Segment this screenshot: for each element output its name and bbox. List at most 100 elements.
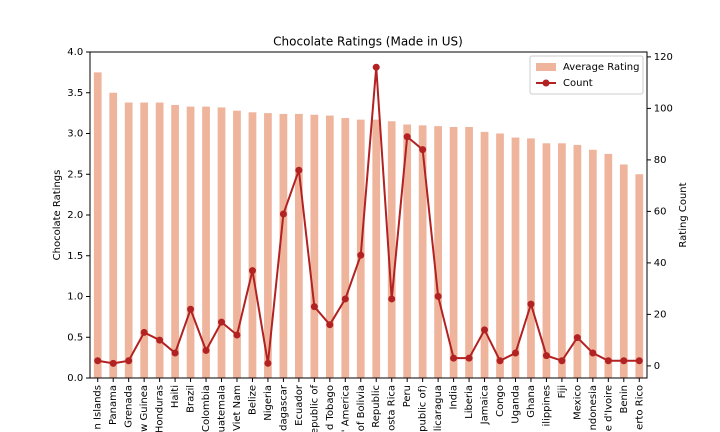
point xyxy=(264,359,272,367)
point xyxy=(542,352,550,360)
bar xyxy=(418,125,427,378)
point xyxy=(558,357,566,365)
bar xyxy=(573,144,582,378)
point xyxy=(187,305,195,313)
y2-tick-label: 40 xyxy=(654,258,667,269)
x-tick-label: epublic of xyxy=(309,385,320,432)
y-tick-label: 1.0 xyxy=(67,292,83,303)
bar xyxy=(341,118,350,378)
x-tick-label: Uganda xyxy=(510,385,521,424)
point xyxy=(125,357,133,365)
bar xyxy=(310,114,319,378)
bar xyxy=(403,124,412,378)
x-tick-label: Peru xyxy=(402,385,413,407)
bar xyxy=(558,143,566,378)
bar xyxy=(619,164,628,378)
bar xyxy=(217,107,226,379)
y2-tick-label: 0 xyxy=(654,361,660,372)
bar xyxy=(155,102,164,378)
x-tick-label: Ghana xyxy=(526,385,537,418)
y-tick-label: 4.0 xyxy=(67,47,83,58)
point xyxy=(388,295,396,303)
point xyxy=(279,210,287,218)
y-tick-label: 3.0 xyxy=(67,129,83,140)
point xyxy=(326,321,334,329)
bar xyxy=(279,113,288,378)
bar xyxy=(202,106,210,378)
point xyxy=(202,346,210,354)
bar xyxy=(233,110,241,379)
x-tick-label: d Tobago xyxy=(325,385,336,430)
legend-box xyxy=(529,55,644,95)
y-tick-label: 3.5 xyxy=(67,88,83,99)
bar xyxy=(295,113,303,378)
bar xyxy=(496,133,504,378)
point xyxy=(496,357,504,365)
x-tick-label: Colombia xyxy=(201,385,212,432)
bar xyxy=(527,138,535,378)
x-tick-label: Brazil xyxy=(186,385,197,413)
point xyxy=(620,357,628,365)
point xyxy=(419,146,427,154)
bar xyxy=(449,126,458,378)
point xyxy=(465,354,473,362)
x-tick-label: Mexico xyxy=(572,385,583,420)
bar xyxy=(372,119,381,379)
legend-swatch xyxy=(536,63,556,71)
point xyxy=(248,267,256,275)
bar xyxy=(465,126,473,378)
x-tick-label: n Islands xyxy=(93,385,104,429)
y2-tick-label: 80 xyxy=(654,155,667,166)
x-tick-label: public of) xyxy=(418,385,429,432)
bar xyxy=(511,137,520,378)
point xyxy=(233,331,241,339)
bar xyxy=(588,149,597,378)
x-tick-label: dagascar xyxy=(278,384,289,431)
y-tick-label: 0.0 xyxy=(67,373,83,384)
point xyxy=(589,349,597,357)
point xyxy=(310,303,318,311)
chart-title: Chocolate Ratings (Made in US) xyxy=(273,35,463,49)
legend-label: Count xyxy=(563,78,593,89)
point xyxy=(481,326,489,334)
x-tick-label: erto Rico xyxy=(634,385,645,430)
x-tick-label: Fiji xyxy=(557,385,568,398)
x-tick-label: osta Rica xyxy=(387,385,398,431)
bar xyxy=(186,106,195,378)
legend-label: Average Rating xyxy=(563,62,639,73)
bar xyxy=(248,112,257,378)
bar xyxy=(124,102,133,378)
y2-tick-label: 100 xyxy=(654,103,673,114)
y-tick-label: 2.0 xyxy=(67,210,83,221)
x-tick-label: Grenada xyxy=(124,385,135,428)
bar xyxy=(635,174,644,378)
point xyxy=(527,300,535,308)
point xyxy=(295,166,303,174)
x-tick-label: Ecuador xyxy=(294,384,305,426)
point xyxy=(450,354,458,362)
point xyxy=(94,357,102,365)
point xyxy=(171,349,179,357)
y-tick-label: 0.5 xyxy=(67,332,83,343)
point xyxy=(573,334,581,342)
x-tick-label: Nigeria xyxy=(263,385,274,421)
x-tick-label: e d'Ivoire xyxy=(603,385,614,431)
y2-tick-label: 120 xyxy=(654,52,673,63)
y-tick-label: 1.5 xyxy=(67,251,83,262)
bar xyxy=(480,131,489,378)
point xyxy=(341,295,349,303)
point xyxy=(357,251,365,259)
bar xyxy=(264,113,272,378)
x-tick-label: Republic xyxy=(371,385,382,428)
x-tick-label: Viet Nam xyxy=(232,385,243,431)
bar xyxy=(387,121,396,379)
point xyxy=(434,292,442,300)
x-tick-label: of Bolivia xyxy=(356,385,367,431)
bar xyxy=(434,126,442,378)
point xyxy=(604,357,612,365)
y-axis-label: Chocolate Ratings xyxy=(52,170,63,261)
bar xyxy=(140,102,149,378)
point xyxy=(511,349,519,357)
